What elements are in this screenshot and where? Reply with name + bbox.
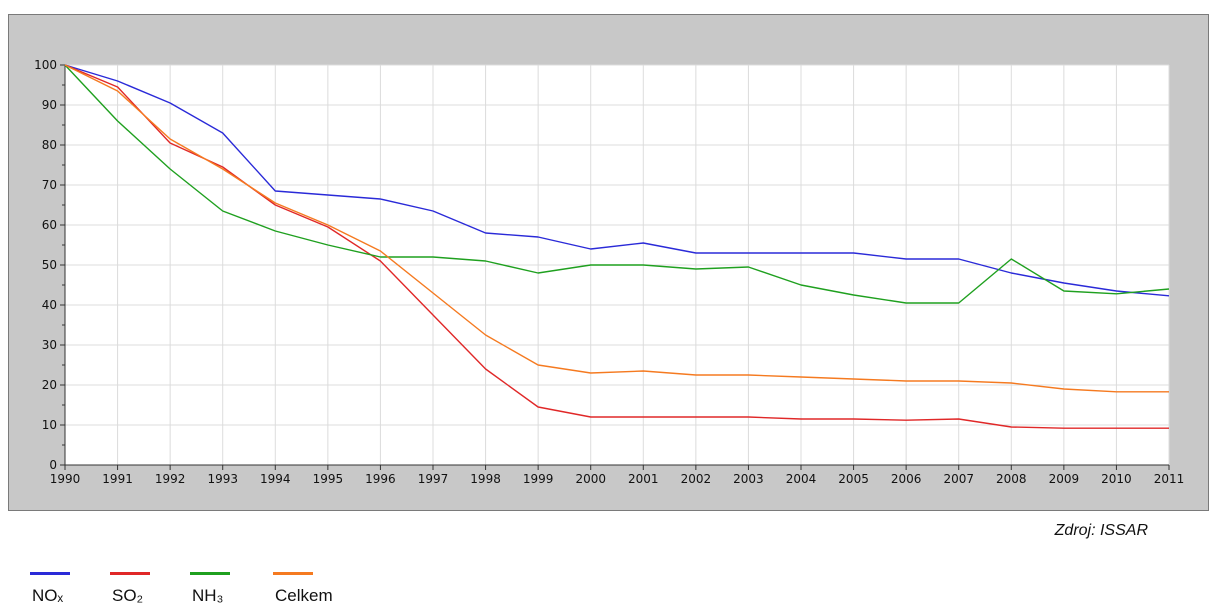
legend-label: NH₃ — [192, 586, 224, 605]
series-line-celkem — [64, 64, 1169, 393]
legend-swatch — [110, 572, 150, 575]
y-tick-label: 30 — [42, 338, 57, 352]
x-tick-label: 2009 — [1049, 472, 1080, 486]
x-tick-label: 2005 — [838, 472, 869, 486]
y-tick-label: 90 — [42, 98, 57, 112]
legend-label: Celkem — [275, 586, 333, 605]
series-line-nh — [64, 64, 1170, 304]
x-tick-label: 2010 — [1101, 472, 1132, 486]
line-chart: 0 10 20 30 40 50 60 70 80 90 100 1990 1991 1992 1993 19… — [34, 58, 1185, 486]
legend-swatch — [190, 572, 230, 575]
legend-label: SO₂ — [112, 586, 144, 605]
x-tick-label: 2000 — [575, 472, 606, 486]
x-tick-label: 1995 — [313, 472, 344, 486]
x-tick-label: 2006 — [891, 472, 922, 486]
x-tick-label: 1996 — [365, 472, 396, 486]
source-note: Zdroj: ISSAR — [1054, 522, 1148, 539]
y-tick-label: 100 — [34, 58, 57, 72]
x-tick-label: 2001 — [628, 472, 659, 486]
legend-swatch — [273, 572, 313, 575]
series-line-no — [64, 64, 1170, 297]
x-tick-label: 2008 — [996, 472, 1027, 486]
x-tick-label: 2007 — [943, 472, 974, 486]
y-tick-label: 60 — [42, 218, 57, 232]
x-tick-label: 1998 — [470, 472, 501, 486]
chart-frame: 0 10 20 30 40 50 60 70 80 90 100 1990 1991 1992 1993 19… — [8, 14, 1209, 511]
x-tick-label: 1997 — [418, 472, 449, 486]
x-tick-label: 1992 — [155, 472, 186, 486]
y-tick-label: 50 — [42, 258, 57, 272]
y-tick-label: 80 — [42, 138, 57, 152]
x-tick-label: 1999 — [523, 472, 554, 486]
y-tick-label: 0 — [49, 458, 57, 472]
x-tick-label: 2004 — [786, 472, 817, 486]
legend-swatch — [30, 572, 70, 575]
y-tick-label: 20 — [42, 378, 57, 392]
x-tick-label: 2011 — [1154, 472, 1185, 486]
x-tick-label: 1991 — [102, 472, 133, 486]
x-tick-label: 2002 — [681, 472, 712, 486]
x-tick-label: 1993 — [207, 472, 238, 486]
x-tick-label: 1990 — [50, 472, 81, 486]
y-tick-label: 40 — [42, 298, 57, 312]
x-tick-label: 2003 — [733, 472, 764, 486]
x-tick-label: 1994 — [260, 472, 291, 486]
y-tick-label: 70 — [42, 178, 57, 192]
y-tick-label: 10 — [42, 418, 57, 432]
legend-label: NOₓ — [32, 586, 64, 605]
